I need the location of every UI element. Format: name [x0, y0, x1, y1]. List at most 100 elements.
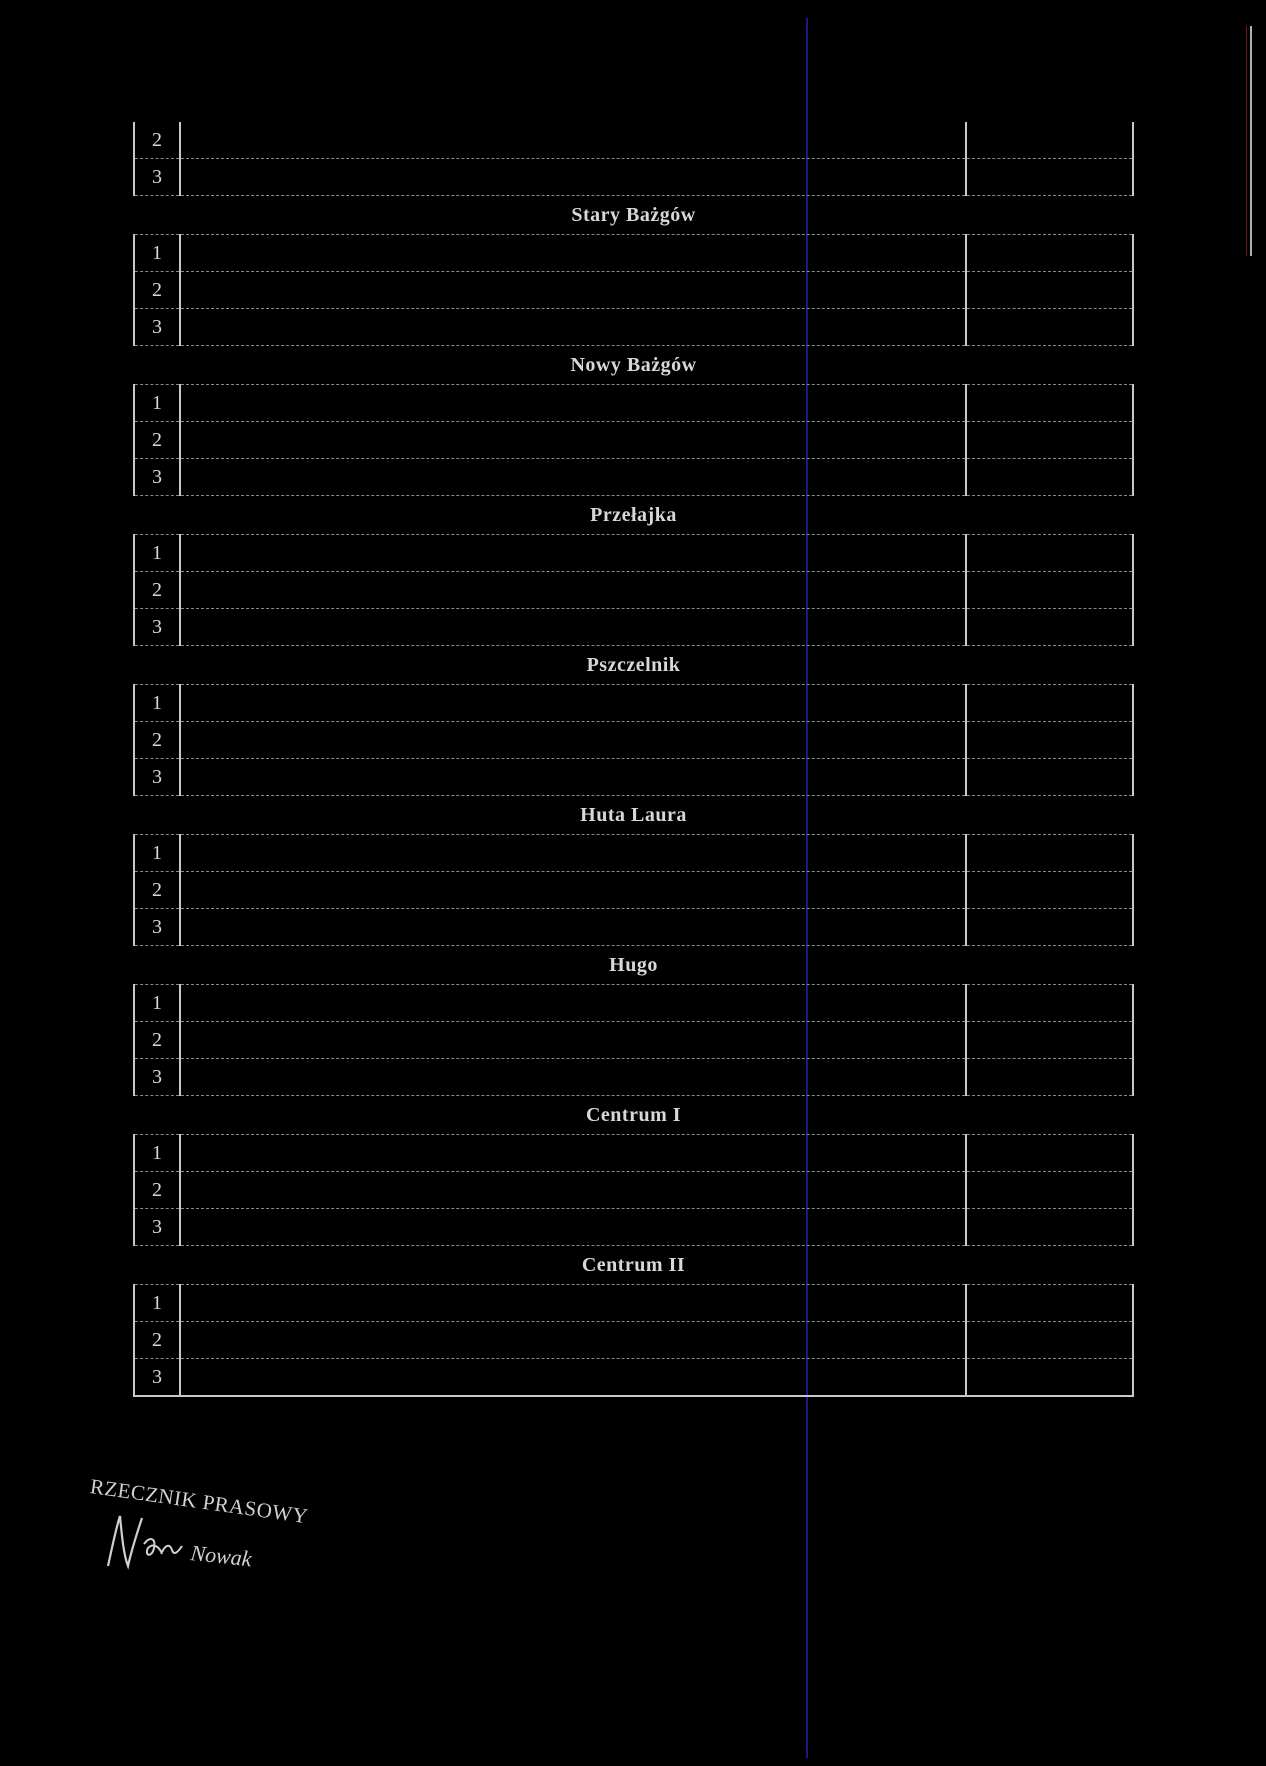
- name-cell: [180, 1358, 966, 1397]
- table-row: 1: [133, 984, 1134, 1022]
- row-number: 2: [133, 1021, 181, 1059]
- side-cell: [965, 721, 1134, 759]
- table-row: 3: [133, 608, 1134, 646]
- table-row: 1: [133, 1134, 1134, 1172]
- name-cell: [180, 384, 966, 422]
- name-cell: [180, 421, 966, 459]
- name-cell: [180, 308, 966, 346]
- side-cell: [965, 534, 1134, 572]
- name-cell: [180, 1134, 966, 1172]
- district-roster-table: 2 3 Stary Bażgów 1 2 3 Nowy Bażgów 1 2 3 Przełajka…: [133, 122, 1134, 1397]
- handwritten-signature: Nowak: [106, 1515, 254, 1571]
- row-number: 1: [133, 834, 181, 872]
- name-cell: [180, 1021, 966, 1059]
- table-row: 1: [133, 534, 1134, 572]
- section-title: Pszczelnik: [134, 645, 1133, 685]
- table-row: 2: [133, 421, 1134, 459]
- row-number: 2: [133, 871, 181, 909]
- table-row: 3: [133, 1058, 1134, 1096]
- row-number: 1: [133, 1134, 181, 1172]
- name-cell: [180, 458, 966, 496]
- table-row: 3: [133, 908, 1134, 946]
- side-cell: [965, 571, 1134, 609]
- table-row: 2: [133, 271, 1134, 309]
- name-cell: [180, 122, 966, 159]
- name-cell: [180, 1058, 966, 1096]
- row-number: 1: [133, 984, 181, 1022]
- row-number: 3: [133, 1208, 181, 1246]
- name-cell: [180, 571, 966, 609]
- row-number: 2: [133, 271, 181, 309]
- table-row: 2: [133, 1021, 1134, 1059]
- side-cell: [965, 384, 1134, 422]
- side-cell: [965, 1058, 1134, 1096]
- scan-edge-artifact: [1246, 26, 1247, 256]
- row-number: 3: [133, 758, 181, 796]
- row-number: 3: [133, 458, 181, 496]
- section-header-row: Centrum II: [134, 1245, 1133, 1285]
- side-cell: [965, 234, 1134, 272]
- row-number: 3: [133, 308, 181, 346]
- table-row: 2: [133, 122, 1134, 159]
- side-cell: [965, 158, 1134, 196]
- name-cell: [180, 684, 966, 722]
- section-header-row: Centrum I: [134, 1095, 1133, 1135]
- side-cell: [965, 271, 1134, 309]
- table-row: 2: [133, 1321, 1134, 1359]
- table-row: 1: [133, 684, 1134, 722]
- section-title: Huta Laura: [134, 795, 1133, 835]
- side-cell: [965, 608, 1134, 646]
- signature-name: Nowak: [188, 1540, 254, 1571]
- table-row: 2: [133, 571, 1134, 609]
- section-title: Hugo: [134, 945, 1133, 985]
- table-row: 3: [133, 158, 1134, 196]
- name-cell: [180, 271, 966, 309]
- row-number: 3: [133, 1358, 181, 1397]
- row-number: 1: [133, 684, 181, 722]
- name-cell: [180, 1284, 966, 1322]
- table-row: 3: [133, 308, 1134, 346]
- side-cell: [965, 458, 1134, 496]
- table-row: 3: [133, 1208, 1134, 1246]
- name-cell: [180, 721, 966, 759]
- row-number: 2: [133, 122, 181, 159]
- signature-block: RZECZNIK PRASOWY Nowak: [89, 1474, 332, 1584]
- side-cell: [965, 871, 1134, 909]
- name-cell: [180, 534, 966, 572]
- side-cell: [965, 1321, 1134, 1359]
- row-number: 2: [133, 571, 181, 609]
- row-number: 3: [133, 608, 181, 646]
- side-cell: [965, 308, 1134, 346]
- section-header-row: Nowy Bażgów: [134, 345, 1133, 385]
- table-row: 1: [133, 234, 1134, 272]
- table-row: 3: [133, 1358, 1134, 1397]
- name-cell: [180, 234, 966, 272]
- side-cell: [965, 758, 1134, 796]
- section-title: Nowy Bażgów: [134, 345, 1133, 385]
- table-row: 2: [133, 721, 1134, 759]
- section-title: Stary Bażgów: [134, 195, 1133, 235]
- side-cell: [965, 908, 1134, 946]
- name-cell: [180, 871, 966, 909]
- name-cell: [180, 758, 966, 796]
- side-cell: [965, 1284, 1134, 1322]
- side-cell: [965, 421, 1134, 459]
- table-row: 2: [133, 1171, 1134, 1209]
- row-number: 3: [133, 1058, 181, 1096]
- name-cell: [180, 984, 966, 1022]
- section-title: Centrum I: [134, 1095, 1133, 1135]
- section-title: Przełajka: [134, 495, 1133, 535]
- side-cell: [965, 1358, 1134, 1397]
- name-cell: [180, 1321, 966, 1359]
- side-cell: [965, 684, 1134, 722]
- side-cell: [965, 122, 1134, 159]
- section-header-row: Przełajka: [134, 495, 1133, 535]
- table-row: 1: [133, 384, 1134, 422]
- side-cell: [965, 1021, 1134, 1059]
- row-number: 1: [133, 534, 181, 572]
- row-number: 2: [133, 721, 181, 759]
- side-cell: [965, 984, 1134, 1022]
- side-cell: [965, 1134, 1134, 1172]
- name-cell: [180, 1171, 966, 1209]
- section-header-row: Pszczelnik: [134, 645, 1133, 685]
